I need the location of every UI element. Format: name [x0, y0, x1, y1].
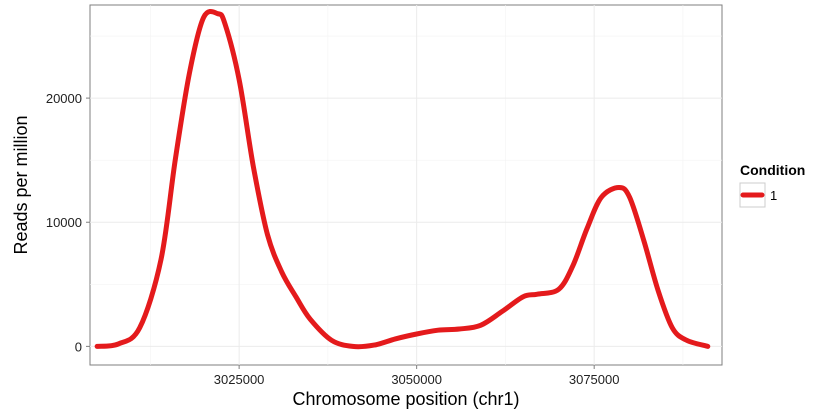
legend-title: Condition [740, 162, 805, 178]
y-axis-title: Reads per million [11, 115, 31, 254]
plot-panel [89, 4, 723, 366]
series-line-condition-1 [94, 8, 711, 350]
legend: Condition 1 [739, 162, 805, 208]
x-tick-label: 3075000 [569, 372, 620, 387]
x-axis-title: Chromosome position (chr1) [292, 389, 519, 409]
x-tick-label: 3025000 [214, 372, 265, 387]
legend-label: 1 [770, 188, 777, 203]
y-tick-label: 10000 [46, 215, 82, 230]
axis-ticks: 3025000 3050000 3075000 0 10000 20000 [46, 91, 620, 387]
y-tick-label: 0 [75, 339, 82, 354]
x-tick-label: 3050000 [391, 372, 442, 387]
grid-lines [90, 5, 722, 365]
y-tick-label: 20000 [46, 91, 82, 106]
